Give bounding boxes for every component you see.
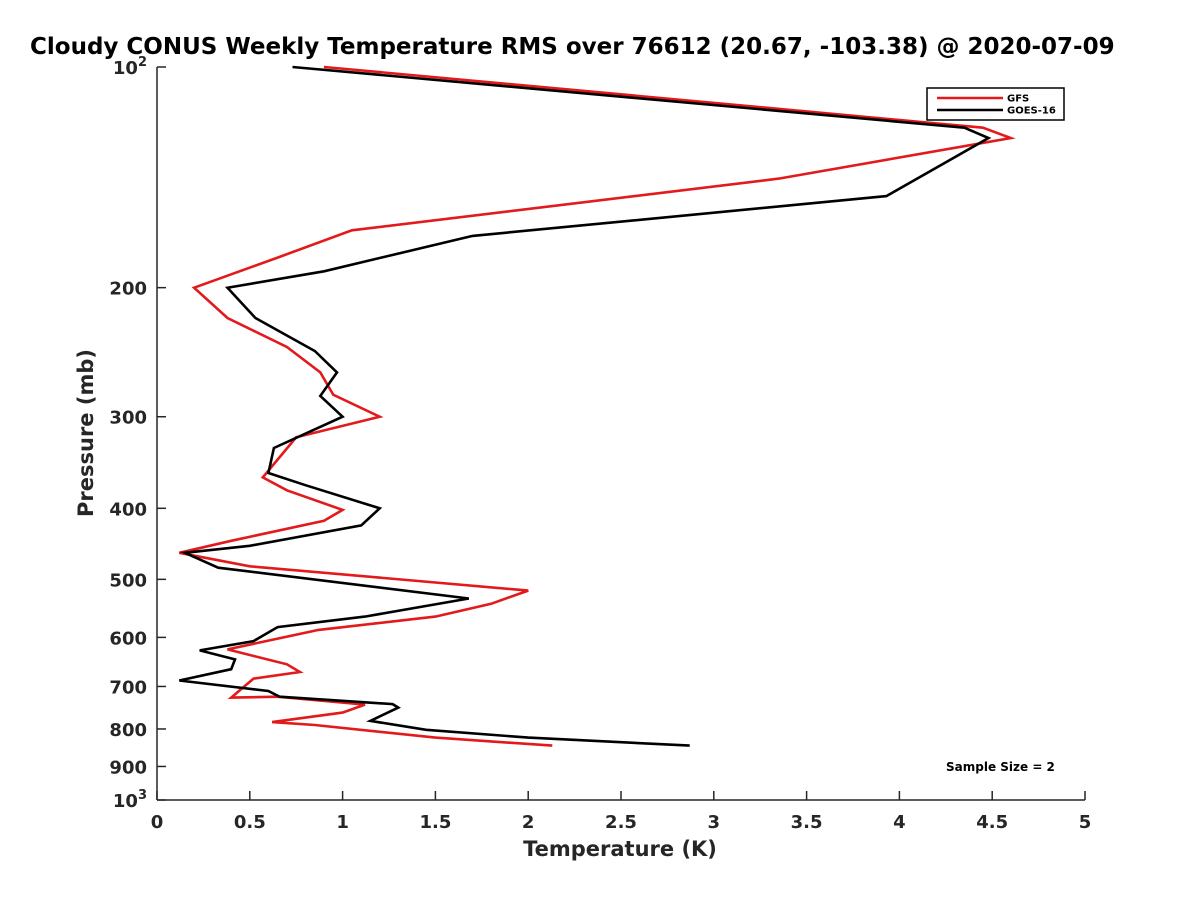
x-tick-label: 3.5 xyxy=(791,812,823,833)
x-axis-label: Temperature (K) xyxy=(523,837,717,861)
x-tick-label: 4.5 xyxy=(976,812,1008,833)
y-tick-label: 400 xyxy=(109,499,147,520)
x-tick-label: 0 xyxy=(151,812,164,833)
chart-title: Cloudy CONUS Weekly Temperature RMS over… xyxy=(30,34,1115,60)
y-tick-label: 200 xyxy=(109,279,147,300)
legend-box xyxy=(926,87,1065,121)
x-tick-label: 0.5 xyxy=(234,812,266,833)
axes: 0 0.5 1 1.5 2 2.5 3 3.5 4 4.5 5 102 200 300 400 500 600 7… xyxy=(109,55,1091,833)
y-axis-label: Pressure (mb) xyxy=(74,349,98,517)
x-tick-label: 3 xyxy=(708,812,721,833)
x-tick-label: 2.5 xyxy=(605,812,637,833)
series-line-gfs xyxy=(179,65,1016,747)
y-tick-label: 800 xyxy=(109,720,147,741)
x-tick-label: 2 xyxy=(522,812,535,833)
sample-size-annotation: Sample Size = 2 xyxy=(946,760,1055,774)
x-tick-label: 4 xyxy=(893,812,906,833)
x-tick-label: 1.5 xyxy=(419,812,451,833)
series-layer xyxy=(179,65,1016,747)
y-tick-label: 900 xyxy=(109,757,147,778)
y-tick-label: 500 xyxy=(109,570,147,591)
x-tick-label: 1 xyxy=(336,812,349,833)
x-tick-label: 5 xyxy=(1079,812,1092,833)
legend-label-goes-16: GOES-16 xyxy=(1007,106,1056,117)
y-tick-label: 300 xyxy=(109,408,147,429)
y-tick-label: 103 xyxy=(113,788,147,812)
legend-label-gfs: GFS xyxy=(1007,94,1029,105)
y-tick-label: 700 xyxy=(109,677,147,698)
y-tick-label: 600 xyxy=(109,628,147,649)
legend: GFS GOES-16 xyxy=(926,87,1065,121)
y-tick-label: 102 xyxy=(113,55,147,79)
series-line-goes-16 xyxy=(179,65,992,747)
